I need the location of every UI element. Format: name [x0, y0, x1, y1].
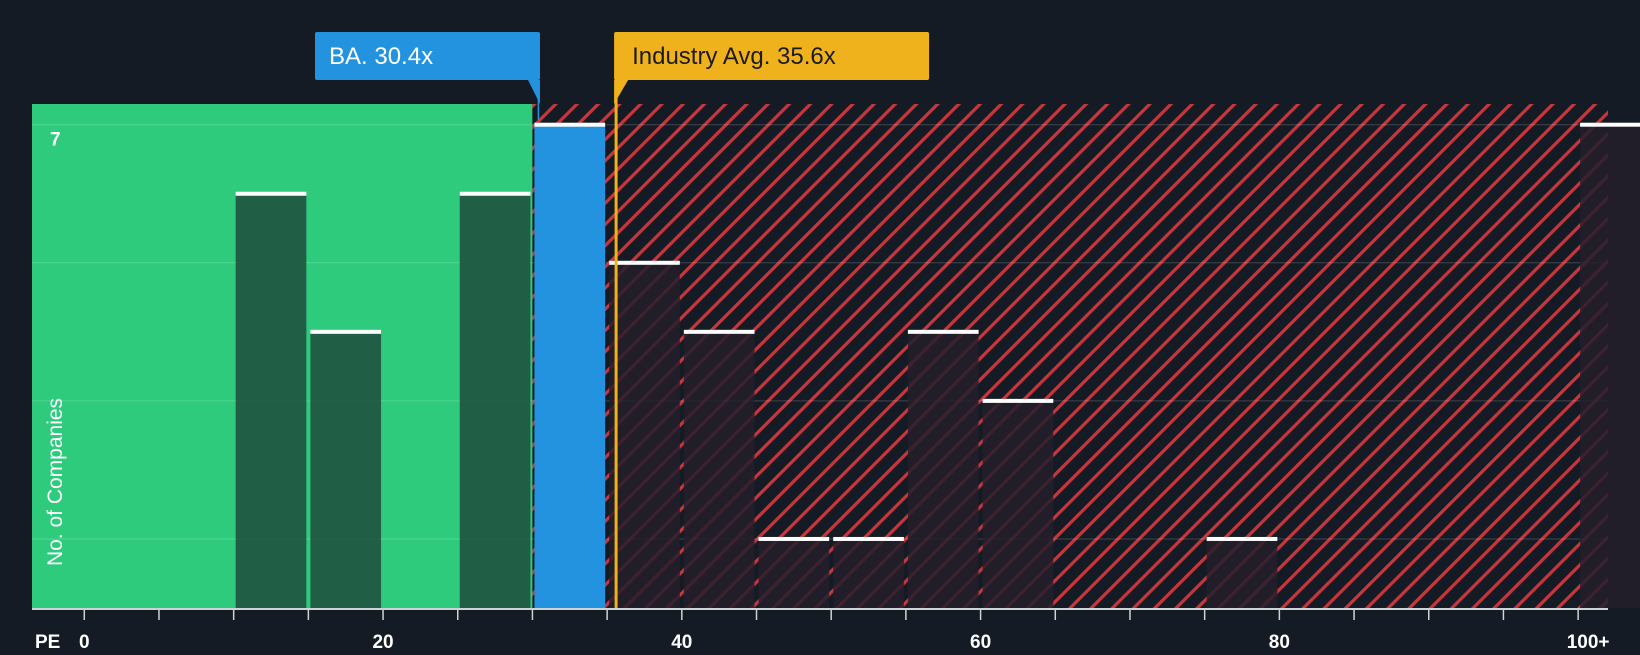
y-axis-label: No. of Companies [44, 398, 67, 566]
x-tick-label: 0 [79, 632, 90, 650]
bar-cap [907, 329, 979, 334]
histogram-bar [609, 262, 680, 608]
x-tick-label: 80 [1269, 632, 1290, 650]
bar-cap [459, 191, 531, 196]
bar-cap [1206, 536, 1278, 541]
industry-callout-box [614, 32, 930, 80]
histogram-bar [907, 331, 979, 608]
bar-cap [609, 260, 680, 265]
bar-cap [534, 122, 606, 127]
histogram-bar [1206, 538, 1278, 608]
histogram-bar [982, 400, 1054, 608]
zone-transition [532, 104, 608, 122]
histogram-bar [534, 124, 606, 608]
histogram-bar [683, 331, 755, 608]
industry-callout-label: Industry Avg. 35.6x [632, 43, 836, 70]
industry-callout-pointer [614, 80, 629, 104]
bar-cap [833, 536, 904, 541]
bar-cap [683, 329, 755, 334]
histogram-bar [459, 193, 531, 608]
bar-cap [235, 191, 307, 196]
histogram-bar [235, 193, 307, 608]
histogram-bar [310, 331, 382, 608]
y-tick-label: 7 [50, 130, 61, 151]
bar-cap [758, 536, 830, 541]
company-callout-box [315, 32, 540, 80]
company-callout-pointer [528, 80, 540, 104]
histogram-bar [758, 538, 830, 608]
x-tick-label: 100+ [1567, 632, 1610, 650]
histogram-bar [1580, 124, 1640, 608]
bar-cap [310, 329, 382, 334]
bar-cap [1580, 122, 1640, 127]
x-tick-label: 20 [372, 632, 393, 650]
histogram-bar [833, 538, 904, 608]
x-tick-label: 40 [671, 632, 692, 650]
bar-cap [982, 398, 1054, 403]
x-axis-label: PE [35, 632, 60, 650]
x-tick-label: 60 [970, 632, 991, 650]
company-callout-label: BA. 30.4x [329, 43, 433, 70]
